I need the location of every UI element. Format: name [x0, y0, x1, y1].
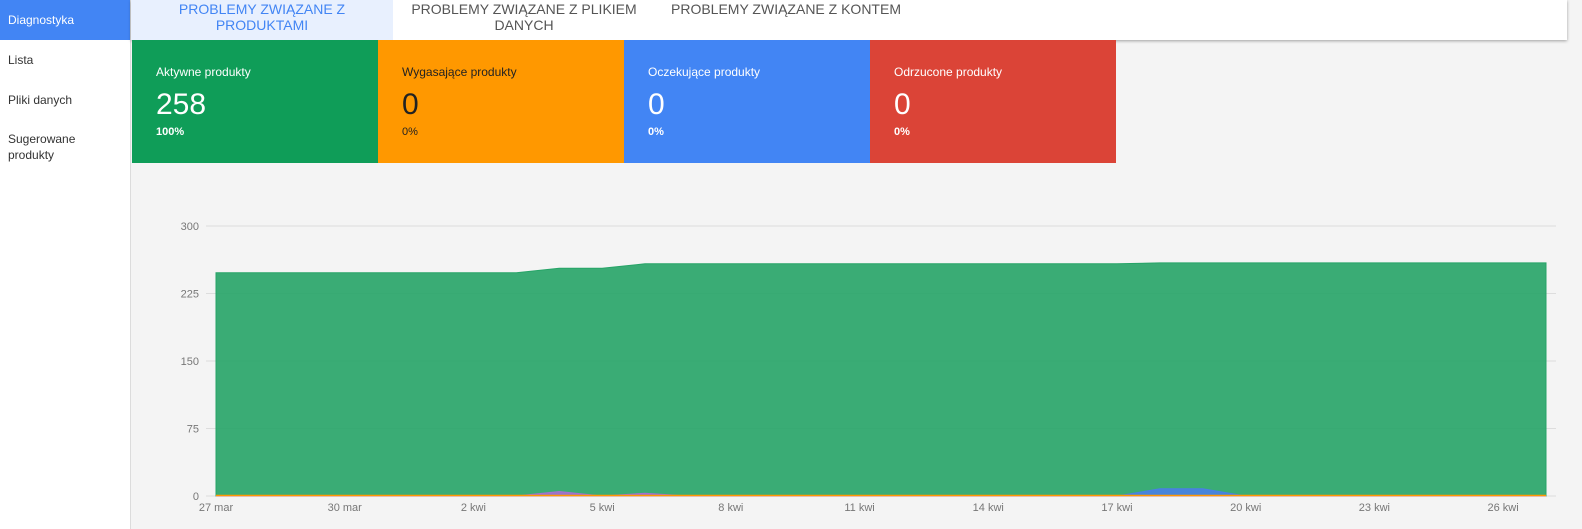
tab-problemy-plik-danych[interactable]: PROBLEMY ZWIĄZANE Z PLIKIEM DANYCH: [393, 0, 655, 40]
x-tick-label: 27 mar: [199, 502, 234, 514]
card-value: 0: [648, 88, 665, 121]
card-value: 258: [156, 88, 207, 121]
x-tick-label: 26 kwi: [1488, 502, 1519, 514]
sidebar-item-diagnostyka[interactable]: Diagnostyka: [0, 0, 130, 40]
x-tick-label: 14 kwi: [973, 502, 1004, 514]
tab-label: PROBLEMY ZWIĄZANE Z PLIKIEM DANYCH: [411, 1, 637, 33]
x-tick-label: 17 kwi: [1101, 502, 1132, 514]
card-label: Oczekujące produkty: [648, 65, 761, 79]
x-tick-label: 2 kwi: [461, 502, 486, 514]
card-label: Wygasające produkty: [402, 65, 517, 79]
sidebar-item-sugerowane-produkty[interactable]: Sugerowane produkty: [8, 132, 76, 162]
y-tick-label: 75: [187, 424, 199, 436]
tab-label: PROBLEMY ZWIĄZANE Z KONTEM: [671, 1, 901, 17]
x-tick-label: 30 mar: [328, 502, 363, 514]
card-percent: 0%: [894, 126, 910, 138]
y-tick-label: 225: [181, 289, 199, 301]
tab-label: PROBLEMY ZWIĄZANE Z PRODUKTAMI: [178, 1, 346, 33]
y-tick-label: 0: [193, 491, 199, 503]
x-tick-label: 11 kwi: [844, 502, 874, 514]
card-percent: 0%: [648, 126, 664, 138]
card-label: Aktywne produkty: [156, 65, 251, 79]
x-tick-label: 20 kwi: [1230, 502, 1261, 514]
card-odrzucone[interactable]: Odrzucone produkty 0 0%: [870, 40, 1116, 163]
series-area-0: [215, 262, 1547, 497]
sidebar: Diagnostyka Lista Pliki danych Sugerowan…: [0, 0, 131, 529]
x-tick-label: 23 kwi: [1359, 502, 1390, 514]
card-wygasajace[interactable]: Wygasające produkty 0 0%: [378, 40, 624, 163]
y-tick-label: 300: [181, 221, 199, 233]
card-percent: 100%: [156, 126, 185, 138]
tab-problemy-konto[interactable]: PROBLEMY ZWIĄZANE Z KONTEM: [655, 0, 917, 40]
y-tick-label: 150: [181, 356, 199, 368]
sidebar-item-lista[interactable]: Lista: [8, 53, 34, 67]
sidebar-item-pliki-danych[interactable]: Pliki danych: [8, 93, 73, 107]
card-value: 0: [894, 88, 911, 121]
x-tick-label: 8 kwi: [718, 502, 743, 514]
card-percent: 0%: [402, 126, 418, 138]
products-area-chart: 0 75 150 225 300 27 mar 30 mar 2 kwi 5 kwi 8 kwi 1…: [181, 221, 1556, 514]
card-oczekujace[interactable]: Oczekujące produkty 0 0%: [624, 40, 870, 163]
card-aktywne[interactable]: Aktywne produkty 258 100%: [132, 40, 378, 163]
tab-problemy-produkty[interactable]: PROBLEMY ZWIĄZANE Z PRODUKTAMI: [131, 0, 393, 40]
tab-bar: PROBLEMY ZWIĄZANE Z PRODUKTAMI PROBLEMY …: [131, 0, 1567, 40]
x-tick-label: 5 kwi: [590, 502, 615, 514]
card-label: Odrzucone produkty: [894, 65, 1003, 79]
card-value: 0: [402, 88, 419, 121]
